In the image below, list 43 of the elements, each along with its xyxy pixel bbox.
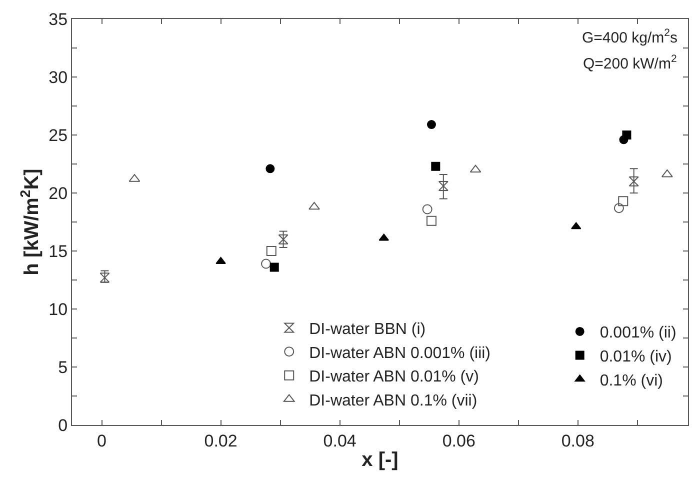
- y-tick-label: 5: [58, 358, 68, 377]
- point: [266, 164, 275, 174]
- y-tick-label: 10: [48, 300, 68, 319]
- x-tick-label: 0.02: [204, 431, 238, 450]
- point: [622, 130, 632, 140]
- y-tick-label: 30: [48, 68, 68, 87]
- point: [426, 216, 436, 226]
- y-tick-label: 0: [58, 416, 68, 435]
- point: [261, 258, 272, 269]
- legend-label: 0.1% (vi): [600, 372, 663, 390]
- point: [470, 164, 482, 173]
- point: [628, 176, 639, 186]
- point: [216, 256, 226, 264]
- point: [438, 181, 448, 192]
- legend-label: DI-water ABN 0.01% (v): [309, 368, 479, 386]
- y-tick-label: 35: [48, 10, 68, 29]
- x-tick-label: 0.08: [561, 431, 594, 450]
- legend-label: DI-water BBN (i): [309, 321, 426, 338]
- legend-label: DI-water ABN 0.1% (vii): [309, 392, 478, 410]
- point: [278, 234, 288, 244]
- point: [426, 120, 436, 130]
- y-tick-label: 20: [48, 184, 68, 203]
- x-tick-label: 0.04: [323, 431, 356, 450]
- x-tick-label: 0: [97, 431, 106, 450]
- point: [308, 202, 320, 210]
- point: [100, 272, 110, 283]
- y-tick-label: 15: [48, 242, 68, 261]
- x-tick-label: 0.06: [442, 431, 476, 450]
- annotation: Q=200 kW/m$^{2}$: [583, 53, 677, 72]
- annotation: G=400 kg/m$^{2}$s: [582, 27, 678, 46]
- point: [661, 169, 673, 178]
- y-tick-label: 25: [48, 126, 68, 145]
- legend-label: 0.001% (ii): [600, 324, 676, 342]
- point: [614, 203, 624, 214]
- point: [270, 262, 279, 272]
- point: [378, 234, 389, 241]
- point: [422, 204, 432, 214]
- point: [431, 162, 440, 171]
- legend-label: DI-water ABN 0.001% (iii): [309, 344, 491, 362]
- x-axis-title: x [-]: [362, 448, 398, 471]
- legend-label: 0.01% (iv): [600, 348, 672, 366]
- point: [266, 246, 276, 256]
- point: [618, 196, 628, 206]
